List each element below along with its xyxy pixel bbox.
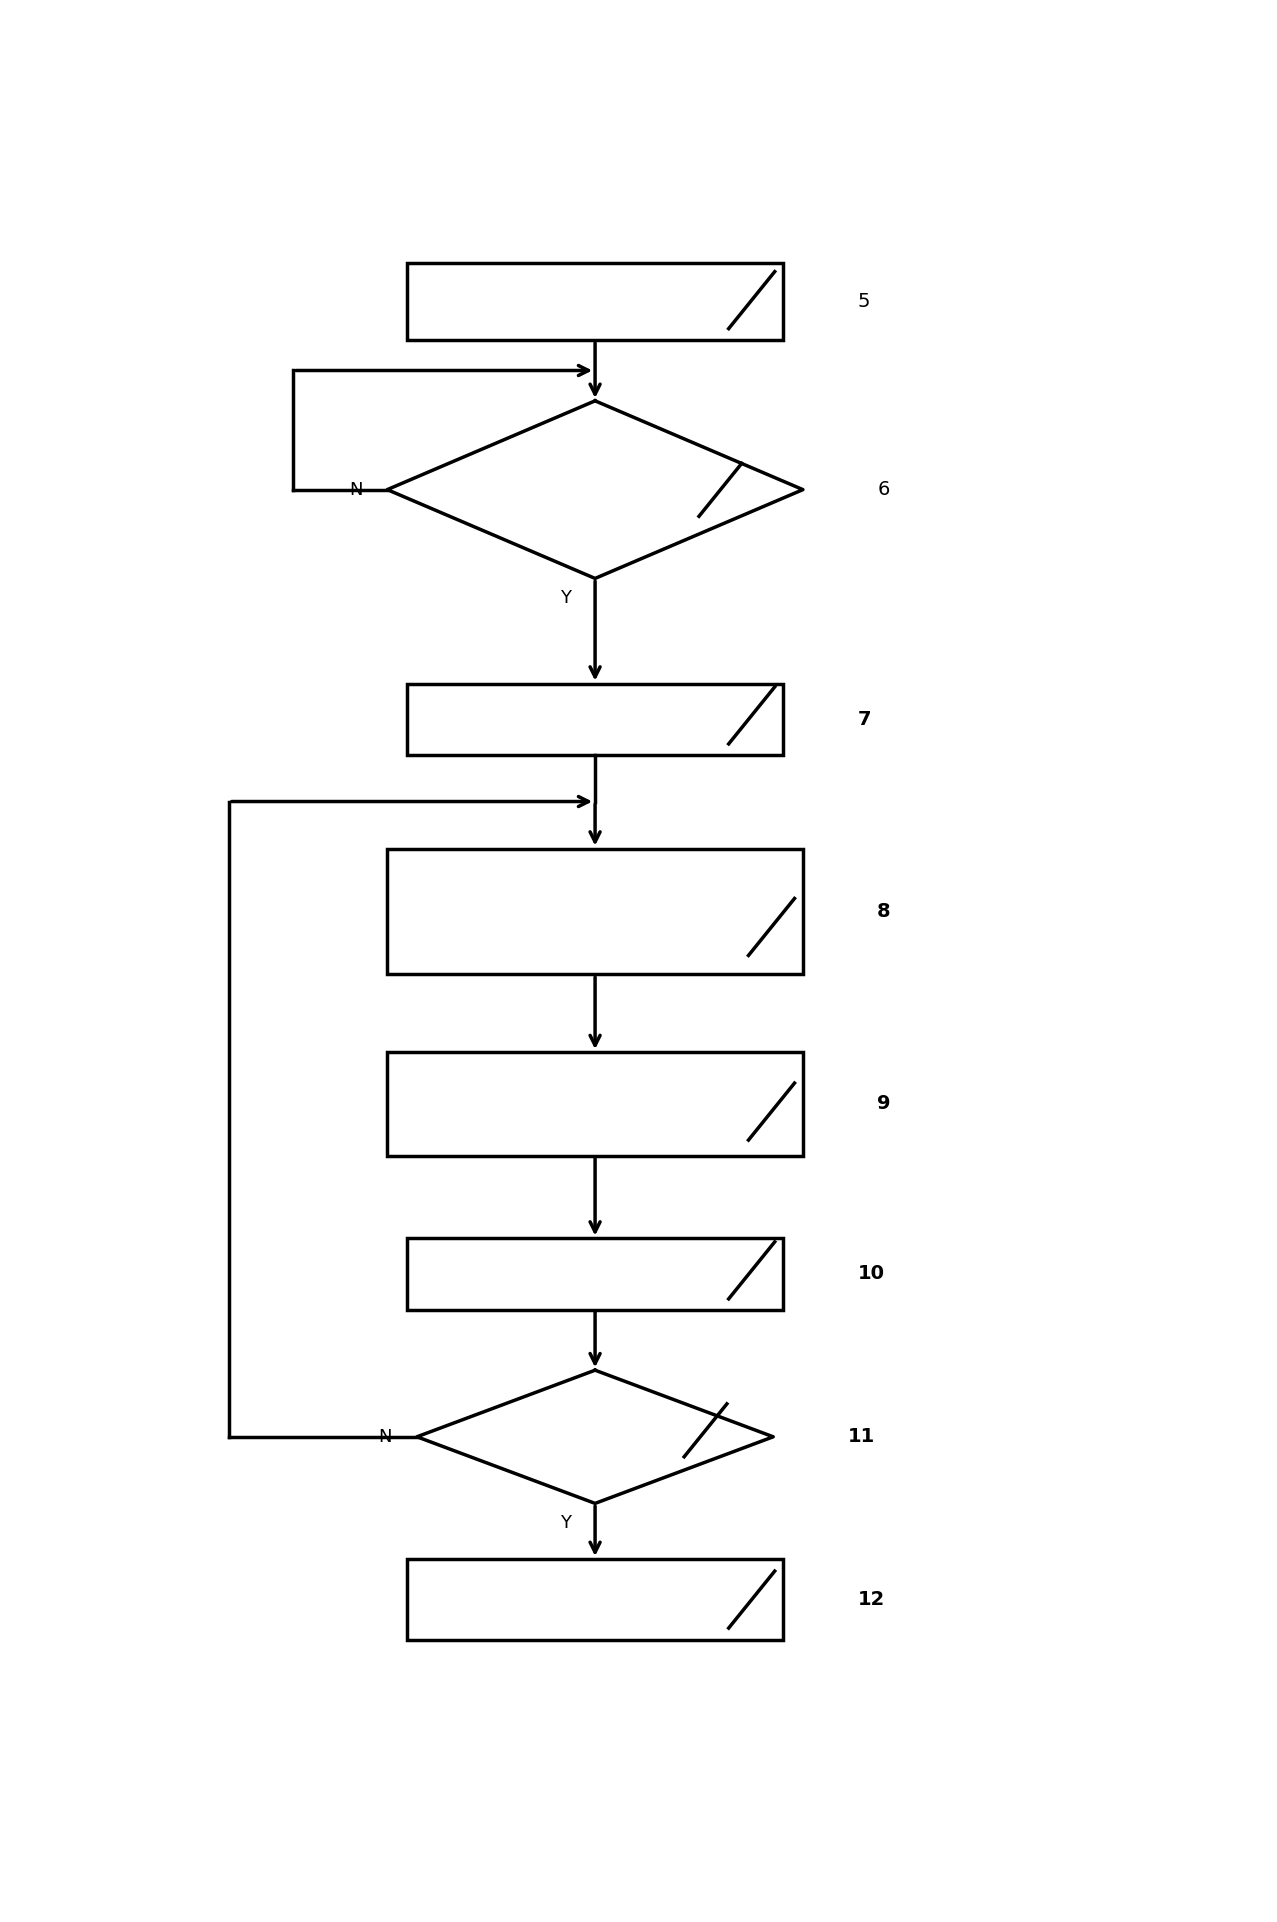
Text: 10: 10 [857,1265,885,1284]
Text: N: N [349,480,363,498]
Text: N: N [379,1428,392,1445]
Text: Y: Y [559,588,571,607]
Text: 8: 8 [877,901,891,921]
Bar [407,1559,783,1639]
Bar [387,1051,803,1155]
Text: 5: 5 [857,292,870,311]
Text: Y: Y [559,1515,571,1532]
Bar [407,263,783,340]
Bar [387,848,803,974]
Text: 12: 12 [857,1589,885,1609]
Bar [407,684,783,755]
Text: 11: 11 [848,1428,875,1445]
Bar [407,1238,783,1309]
Text: 7: 7 [857,709,871,728]
Text: 6: 6 [877,480,890,500]
Text: 9: 9 [877,1094,890,1113]
